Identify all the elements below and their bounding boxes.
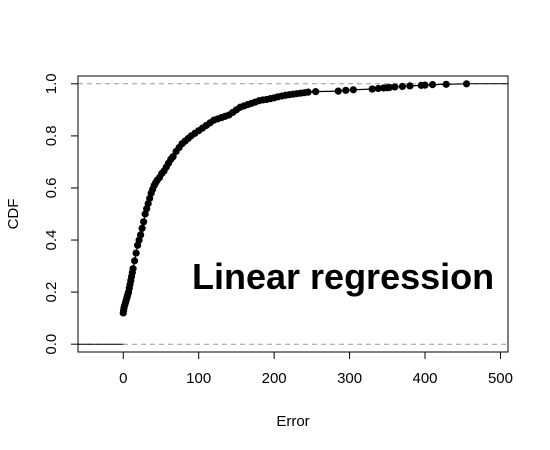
y-tick-label: 0.2 xyxy=(43,282,60,303)
x-tick-label: 100 xyxy=(186,370,211,387)
data-point xyxy=(304,88,312,96)
chart-annotation: Linear regression xyxy=(192,256,494,297)
data-point xyxy=(398,82,406,91)
data-point xyxy=(342,86,350,94)
series-layer xyxy=(78,80,508,345)
data-point xyxy=(140,218,148,226)
x-tick-label: 200 xyxy=(262,370,287,387)
data-point xyxy=(442,80,450,88)
data-point xyxy=(334,87,342,95)
x-tick-label: 0 xyxy=(119,370,127,387)
x-tick-label: 500 xyxy=(488,370,513,387)
data-point xyxy=(391,83,399,91)
y-tick-label: 1.0 xyxy=(43,73,60,94)
data-point xyxy=(137,231,145,239)
data-point xyxy=(130,257,139,265)
x-tick-label: 400 xyxy=(413,370,438,387)
y-tick-label: 0.8 xyxy=(43,125,60,146)
data-point xyxy=(406,82,414,90)
data-point xyxy=(349,86,357,94)
data-point xyxy=(385,83,394,92)
x-axis-title: Error xyxy=(276,413,309,430)
data-point xyxy=(138,224,146,232)
data-point xyxy=(374,84,382,93)
data-point xyxy=(312,88,320,96)
data-point xyxy=(132,249,140,257)
data-point xyxy=(368,85,376,93)
data-point xyxy=(129,265,137,273)
data-point xyxy=(421,81,429,89)
y-tick-label: 0.4 xyxy=(43,230,60,251)
x-tick-label: 300 xyxy=(337,370,362,387)
x-axis: 0 100 200 300 400 500 xyxy=(119,351,513,387)
y-tick-label: 0.0 xyxy=(43,334,60,355)
y-axis-title: CDF xyxy=(5,199,22,230)
data-point xyxy=(462,80,471,88)
data-point xyxy=(169,153,177,161)
data-point xyxy=(428,80,437,89)
y-axis: 0.0 0.2 0.4 0.6 0.8 1.0 xyxy=(43,73,79,355)
y-tick-label: 0.6 xyxy=(43,178,60,199)
